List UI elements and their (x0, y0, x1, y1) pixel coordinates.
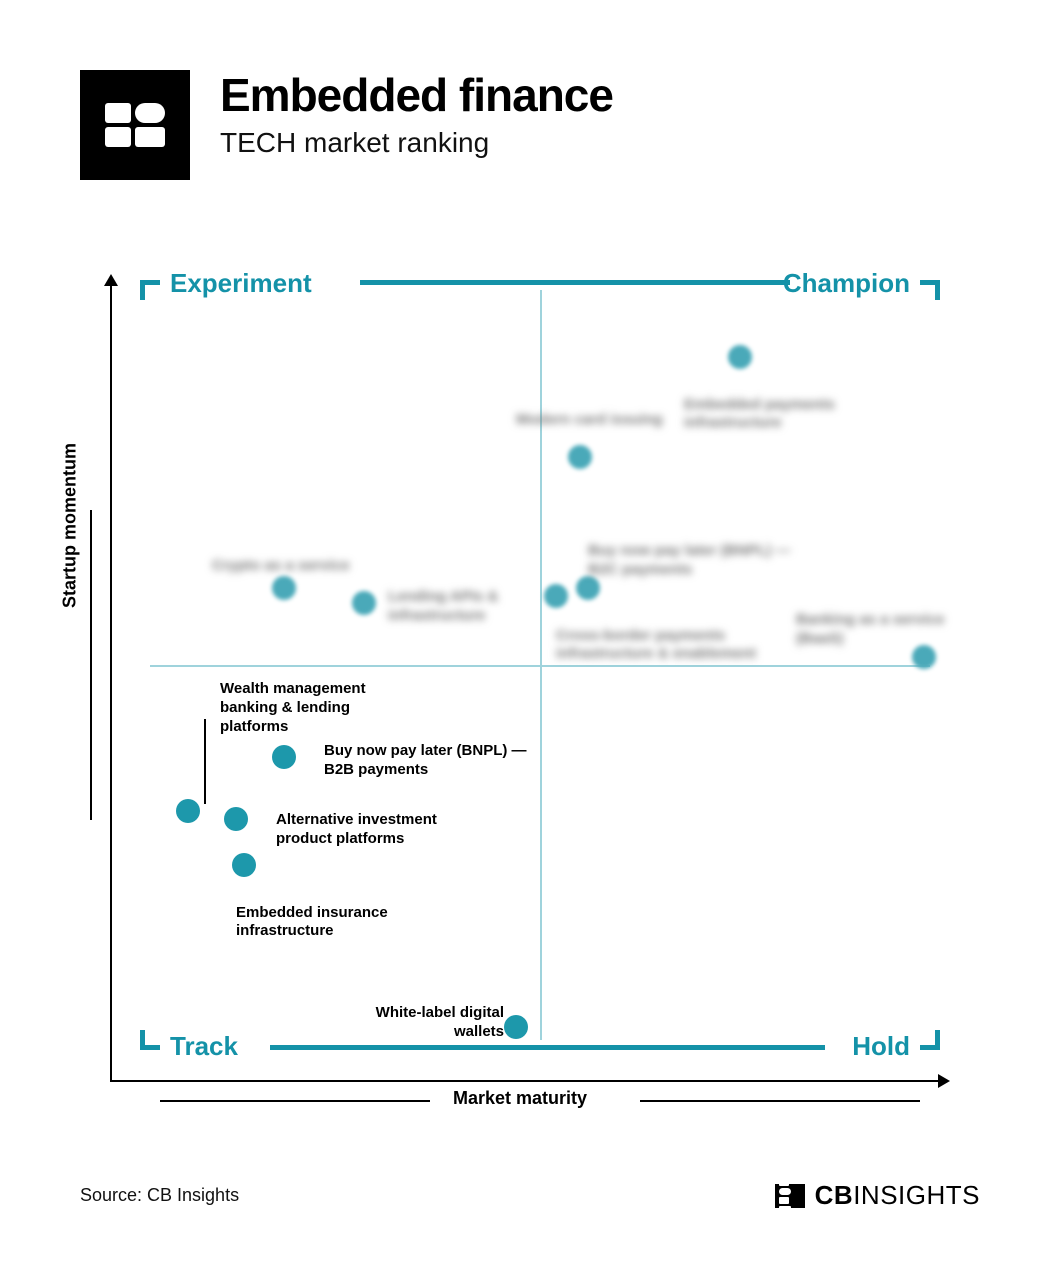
brand-logo-icon (80, 70, 190, 180)
page-subtitle: TECH market ranking (220, 127, 613, 159)
data-point-alt-invest (224, 807, 248, 831)
quadrant-label-champion: Champion (783, 268, 910, 299)
data-label-baas: Banking as a service (BaaS) (796, 611, 946, 649)
data-point-baas (912, 645, 936, 669)
quadrant-label-hold: Hold (852, 1031, 910, 1062)
frame (360, 280, 790, 285)
x-axis (110, 1080, 940, 1082)
data-label-alt-invest: Alternative investment product platforms (276, 811, 476, 849)
quadrant-label-track: Track (170, 1031, 238, 1062)
data-point-embedded-payments (728, 345, 752, 369)
data-label-bnpl-b2b: Buy now pay later (BNPL) — B2B payments (324, 742, 544, 780)
y-axis (110, 280, 112, 1080)
brand-mark-icon (775, 1184, 805, 1208)
data-point-modern-card (568, 445, 592, 469)
frame (140, 1030, 145, 1050)
data-label-cross-border: Cross-border payments infrastructure & e… (556, 627, 766, 665)
data-point-wealth-mgmt (176, 799, 200, 823)
footer: Source: CB Insights CBINSIGHTS (80, 1180, 980, 1211)
data-point-crypto-service (272, 576, 296, 600)
data-label-wealth-mgmt: Wealth management banking & lending plat… (220, 680, 420, 736)
y-axis-label: Startup momentum (60, 443, 81, 608)
frame (935, 1030, 940, 1050)
data-point-cross-border (544, 584, 568, 608)
y-axis-arrow-icon (104, 274, 118, 286)
brand-text: CBINSIGHTS (815, 1180, 980, 1211)
data-label-embedded-payments: Embedded payments infrastructure (684, 396, 844, 434)
data-label-bnpl-b2c: Buy now pay later (BNPL) — B2C payments (588, 542, 818, 580)
quadrant-label-experiment: Experiment (170, 268, 312, 299)
leader-line (204, 719, 206, 804)
data-point-embedded-insurance (232, 853, 256, 877)
header: Embedded finance TECH market ranking (80, 70, 613, 180)
data-point-bnpl-b2b (272, 745, 296, 769)
x-axis-tick-right (640, 1100, 920, 1102)
x-axis-label: Market maturity (453, 1088, 587, 1109)
frame (270, 1045, 825, 1050)
data-label-modern-card: Modern card issuing (516, 411, 666, 430)
title-block: Embedded finance TECH market ranking (220, 70, 613, 159)
data-point-white-label-wallets (504, 1015, 528, 1039)
y-axis-tick (90, 510, 92, 820)
x-axis-arrow-icon (938, 1074, 950, 1088)
frame (140, 280, 145, 300)
source-text: Source: CB Insights (80, 1185, 239, 1206)
plot-area: Experiment Champion Track Hold Crypto as… (140, 280, 940, 1050)
data-point-lending-apis (352, 591, 376, 615)
footer-brand: CBINSIGHTS (775, 1180, 980, 1211)
data-label-crypto-service: Crypto as a service (212, 557, 382, 576)
page-title: Embedded finance (220, 70, 613, 121)
data-label-white-label-wallets: White-label digital wallets (364, 1004, 504, 1042)
data-point-bnpl-b2c (576, 576, 600, 600)
quadrant-chart: Startup momentum Market maturity Experim… (80, 280, 960, 1120)
data-label-embedded-insurance: Embedded insurance infrastructure (236, 904, 396, 942)
frame (935, 280, 940, 300)
quadrant-divider-horizontal (150, 665, 930, 667)
x-axis-tick-left (160, 1100, 430, 1102)
data-label-lending-apis: Lending APIs & infrastructure (388, 588, 538, 626)
